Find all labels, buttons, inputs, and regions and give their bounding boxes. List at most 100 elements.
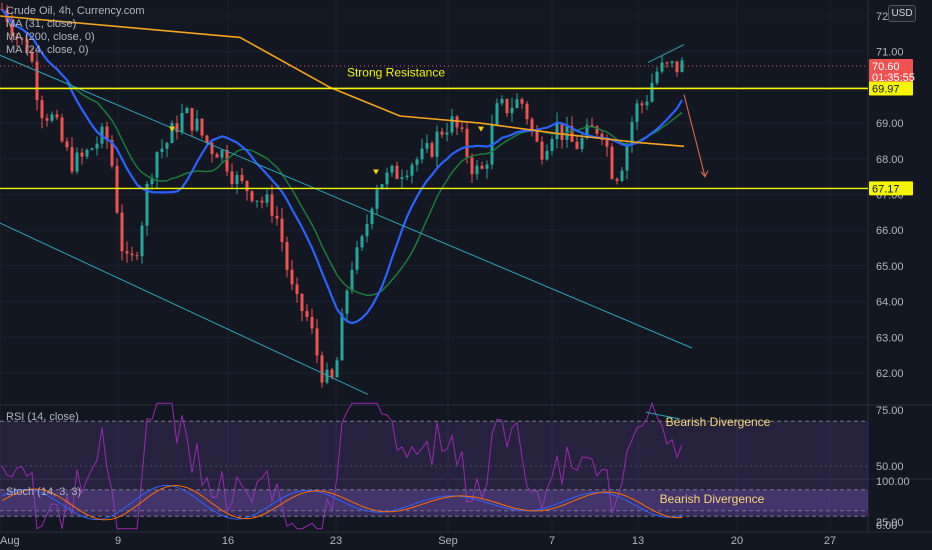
support-price-badge [869,181,913,196]
candle [450,116,454,133]
candle [285,242,289,270]
channel-upper-line [0,54,693,349]
candle [630,121,634,144]
candle [245,180,249,192]
candle [535,130,539,142]
candle [215,154,219,158]
candle [220,150,224,158]
current-price-text: 70.60 [872,61,900,73]
candle [0,8,4,10]
candle [670,61,674,64]
candle [505,98,509,114]
price-tick-label: 71.00 [876,47,904,59]
candle [95,143,99,149]
chart-title[interactable]: Crude Oil, 4h, Currency.com [6,5,145,17]
candle [550,139,554,151]
candle [370,208,374,225]
candle [60,117,64,142]
candle [555,122,559,140]
candle [255,200,259,202]
candle [445,132,449,135]
resistance-label: Strong Resistance [347,65,445,79]
candle [570,125,574,142]
time-tick-label: Aug [0,535,20,547]
candle [520,99,524,104]
candle [155,152,159,178]
rsi-divergence-line [645,411,681,420]
candle [15,36,19,39]
candle [435,131,439,157]
candle [160,148,164,153]
candle [575,141,579,149]
candle [335,360,339,378]
candle [500,98,504,104]
time-tick-label: 7 [549,535,555,547]
candle [640,103,644,106]
candle [330,369,334,378]
signal-marker [169,126,175,132]
price-tick-label: 65.00 [876,261,904,273]
candle [65,141,69,148]
legend-ma-24[interactable]: MA (24, close, 0) [6,44,89,56]
candle [360,236,364,248]
candle [540,141,544,160]
candle [150,177,154,184]
resistance-price-text: 69.97 [872,83,900,95]
candle [400,177,404,179]
resistance-price-badge [869,81,913,96]
candle [315,328,319,356]
candle [290,269,294,285]
candle [55,114,59,118]
candle [185,108,189,114]
candle [305,311,309,317]
candle [585,124,589,139]
candle [85,149,89,157]
candle [545,150,549,160]
candle [140,225,144,257]
ma-31-line [1,8,683,325]
stoch-d-line [1,484,683,521]
candle [650,82,654,102]
candle [340,313,344,361]
legend-rsi[interactable]: RSI (14, close) [6,411,79,423]
currency-button[interactable]: USD [888,5,916,22]
candle [295,284,299,294]
candle [620,170,624,181]
rsi-tick-label: 75.00 [876,405,904,417]
legend-ma-31[interactable]: MA (31, close) [6,18,77,30]
candle [170,123,174,144]
ma-24-line [1,9,683,297]
candle [75,152,79,172]
candle [405,175,409,178]
candle [645,101,649,106]
legend-stoch[interactable]: Stoch (14, 3, 3) [6,486,82,498]
stoch-tick-label: 100.00 [876,476,910,488]
candle [280,218,284,243]
time-tick-label: 23 [330,535,342,547]
candle [355,247,359,270]
projection-arrow-line [683,94,706,177]
candle [45,118,49,121]
current-price-badge [869,58,913,85]
candle [660,62,664,72]
candle [480,165,484,169]
legend-ma-200[interactable]: MA (200, close, 0) [6,31,95,43]
candle [455,116,459,128]
candle [230,171,234,185]
time-tick-label: 16 [222,535,234,547]
candle [265,194,269,203]
candle [580,138,584,149]
candle [385,172,389,185]
candle [440,131,444,135]
divergence-trend-line [647,44,685,63]
candle [365,224,369,237]
time-tick-label: Sep [438,535,458,547]
candle [425,143,429,149]
candle [50,114,54,121]
candle [395,165,399,179]
current-price-text-sub: 01:35:55 [872,72,915,84]
candle [180,113,184,133]
support-price-text: 67.17 [872,183,900,195]
candle [200,118,204,136]
